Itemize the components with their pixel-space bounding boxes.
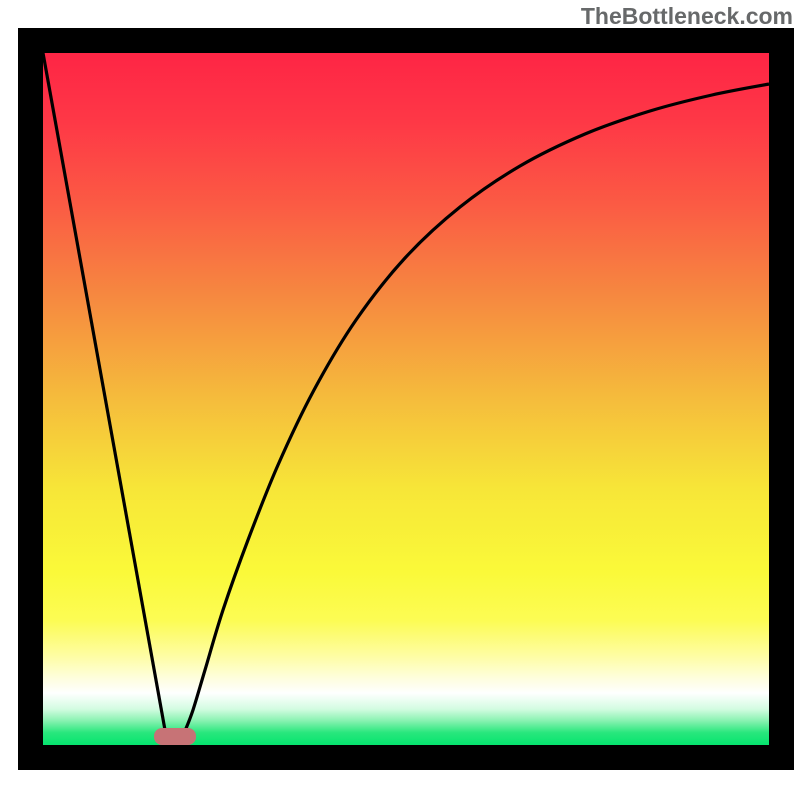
bottleneck-marker xyxy=(154,728,196,745)
chart-container: TheBottleneck.com xyxy=(0,0,800,800)
performance-curve xyxy=(0,0,800,800)
watermark-text: TheBottleneck.com xyxy=(581,3,793,30)
